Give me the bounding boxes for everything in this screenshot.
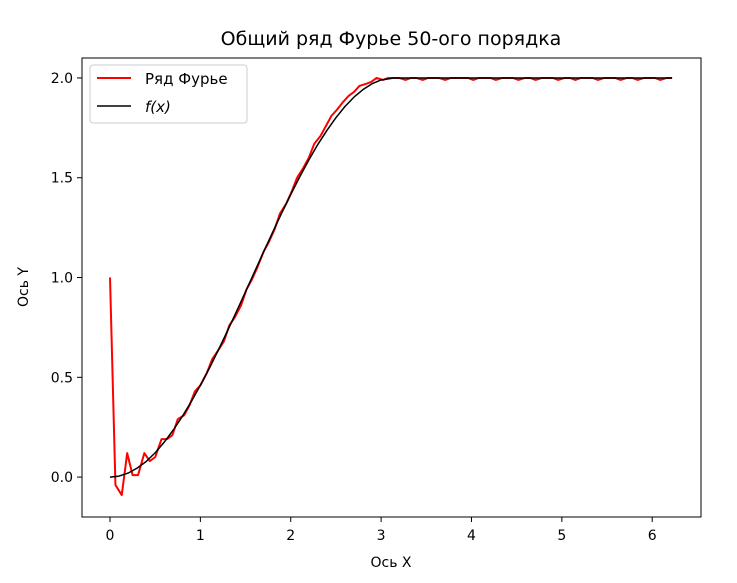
y-axis-label: Ось Y: [16, 267, 32, 307]
function-line: [109, 77, 673, 478]
x-tick-label: 2: [286, 528, 295, 544]
y-tick-label: 0.0: [51, 470, 73, 486]
chart-title: Общий ряд Фурье 50-ого порядка: [221, 28, 562, 50]
x-tick-label: 1: [196, 528, 205, 544]
x-tick-label: 5: [557, 528, 566, 544]
y-tick-label: 2.0: [51, 71, 73, 87]
legend-label-fourier-series: Ряд Фурье: [145, 70, 228, 88]
y-tick-label: 1.5: [51, 171, 73, 187]
legend: Ряд Фурье f(x): [89, 64, 248, 124]
plot-frame: [81, 57, 702, 518]
x-tick-label: 3: [377, 528, 386, 544]
y-axis: 0.0 0.5 1.0 1.5 2.0: [51, 71, 82, 486]
y-tick-label: 0.5: [51, 370, 73, 386]
x-axis: 0 1 2 3 4 5 6: [106, 517, 657, 544]
x-axis-label: Ось X: [370, 555, 411, 571]
x-tick-label: 0: [106, 528, 115, 544]
legend-box: [89, 64, 248, 124]
x-tick-label: 6: [648, 528, 657, 544]
series-layer: [109, 76, 673, 497]
legend-label-function: f(x): [145, 98, 171, 116]
y-tick-label: 1.0: [51, 271, 73, 287]
x-tick-label: 4: [467, 528, 476, 544]
